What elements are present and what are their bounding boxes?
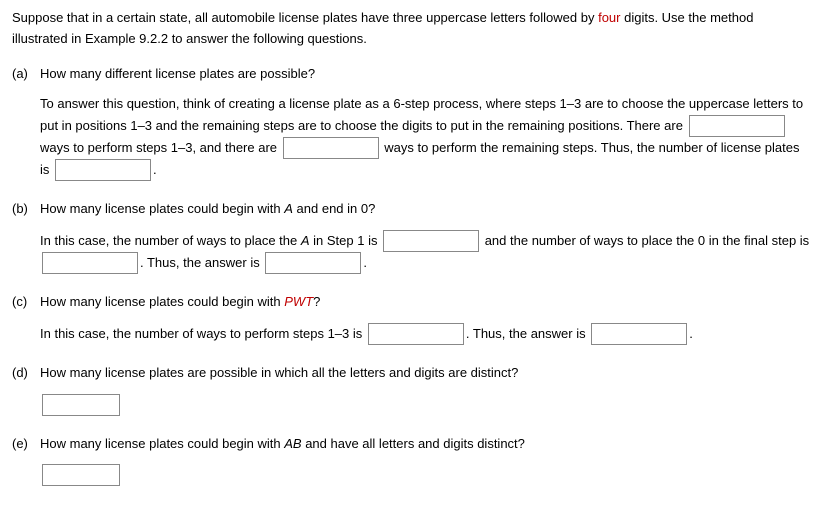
c-text1: In this case, the number of ways to perf… [40, 326, 366, 341]
intro-text: Suppose that in a certain state, all aut… [12, 8, 811, 50]
b-blank1[interactable] [383, 230, 479, 252]
a-blank2[interactable] [283, 137, 379, 159]
part-b: (b) How many license plates could begin … [12, 199, 811, 274]
c-q1: How many license plates could begin with [40, 294, 284, 309]
b-blank2[interactable] [42, 252, 138, 274]
part-c-answer: In this case, the number of ways to perf… [40, 323, 811, 345]
part-b-answer: In this case, the number of ways to plac… [40, 230, 811, 274]
b-q1: How many license plates could begin with [40, 201, 284, 216]
a-text2: ways to perform steps 1–3, and there are [40, 140, 281, 155]
e-q1: How many license plates could begin with [40, 436, 284, 451]
b-text4: . Thus, the answer is [140, 255, 263, 270]
b-qA: A [284, 201, 293, 216]
part-c-label: (c) [12, 292, 40, 313]
b-tA: A [301, 233, 310, 248]
part-d-question: How many license plates are possible in … [40, 363, 811, 384]
e-qAB: AB [284, 436, 301, 451]
part-c-question: How many license plates could begin with… [40, 292, 811, 313]
part-e-question: How many license plates could begin with… [40, 434, 811, 455]
a-period: . [153, 162, 157, 177]
b-text1: In this case, the number of ways to plac… [40, 233, 301, 248]
c-q2: ? [313, 294, 320, 309]
part-a-label: (a) [12, 64, 40, 85]
part-b-label: (b) [12, 199, 40, 220]
part-e-label: (e) [12, 434, 40, 455]
d-blank[interactable] [42, 394, 120, 416]
part-a-answer: To answer this question, think of creati… [40, 94, 811, 181]
b-text2: in Step 1 is [310, 233, 382, 248]
c-text2: . Thus, the answer is [466, 326, 589, 341]
intro-part1: Suppose that in a certain state, all aut… [12, 10, 598, 25]
b-text3: and the number of ways to place the 0 in… [481, 233, 809, 248]
part-a: (a) How many different license plates ar… [12, 64, 811, 182]
part-d-label: (d) [12, 363, 40, 384]
e-q2: and have all letters and digits distinct… [302, 436, 525, 451]
part-d: (d) How many license plates are possible… [12, 363, 811, 416]
c-qPWT: PWT [284, 294, 313, 309]
part-b-question: How many license plates could begin with… [40, 199, 811, 220]
intro-four: four [598, 10, 620, 25]
b-q2: and end in 0? [293, 201, 375, 216]
b-blank3[interactable] [265, 252, 361, 274]
part-e-answer [40, 464, 811, 486]
part-a-question: How many different license plates are po… [40, 64, 811, 85]
e-blank[interactable] [42, 464, 120, 486]
part-c: (c) How many license plates could begin … [12, 292, 811, 345]
c-blank1[interactable] [368, 323, 464, 345]
a-blank3[interactable] [55, 159, 151, 181]
c-period: . [689, 326, 693, 341]
c-blank2[interactable] [591, 323, 687, 345]
b-period: . [363, 255, 367, 270]
part-d-answer [40, 394, 811, 416]
a-blank1[interactable] [689, 115, 785, 137]
part-e: (e) How many license plates could begin … [12, 434, 811, 487]
